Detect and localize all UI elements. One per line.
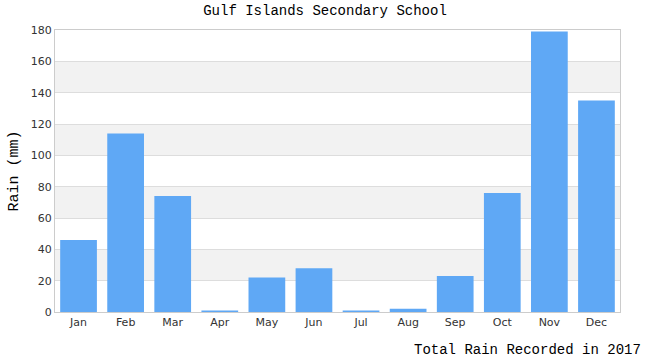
svg-text:Total Rain Recorded in 2017: Total Rain Recorded in 2017 (414, 342, 641, 358)
svg-text:Jan: Jan (69, 316, 87, 329)
svg-text:Feb: Feb (116, 316, 135, 329)
svg-text:160: 160 (31, 55, 52, 68)
svg-text:Mar: Mar (162, 316, 183, 329)
svg-text:Nov: Nov (539, 316, 561, 329)
svg-text:100: 100 (31, 149, 52, 162)
svg-text:140: 140 (31, 87, 52, 100)
svg-text:Jun: Jun (304, 316, 322, 329)
svg-text:Rain (mm): Rain (mm) (6, 130, 23, 211)
svg-text:Apr: Apr (210, 316, 230, 329)
svg-text:120: 120 (31, 118, 52, 131)
svg-text:180: 180 (31, 24, 52, 37)
svg-text:0: 0 (45, 306, 52, 319)
svg-text:40: 40 (38, 243, 52, 256)
svg-text:60: 60 (38, 212, 52, 225)
svg-text:Jul: Jul (353, 316, 367, 329)
svg-text:20: 20 (38, 275, 52, 288)
svg-text:Dec: Dec (586, 316, 607, 329)
svg-text:Aug: Aug (397, 316, 418, 329)
svg-text:Gulf Islands Secondary School: Gulf Islands Secondary School (203, 3, 447, 19)
svg-text:Oct: Oct (493, 316, 513, 329)
svg-text:80: 80 (38, 181, 52, 194)
svg-text:May: May (256, 316, 279, 329)
svg-text:Sep: Sep (445, 316, 466, 329)
